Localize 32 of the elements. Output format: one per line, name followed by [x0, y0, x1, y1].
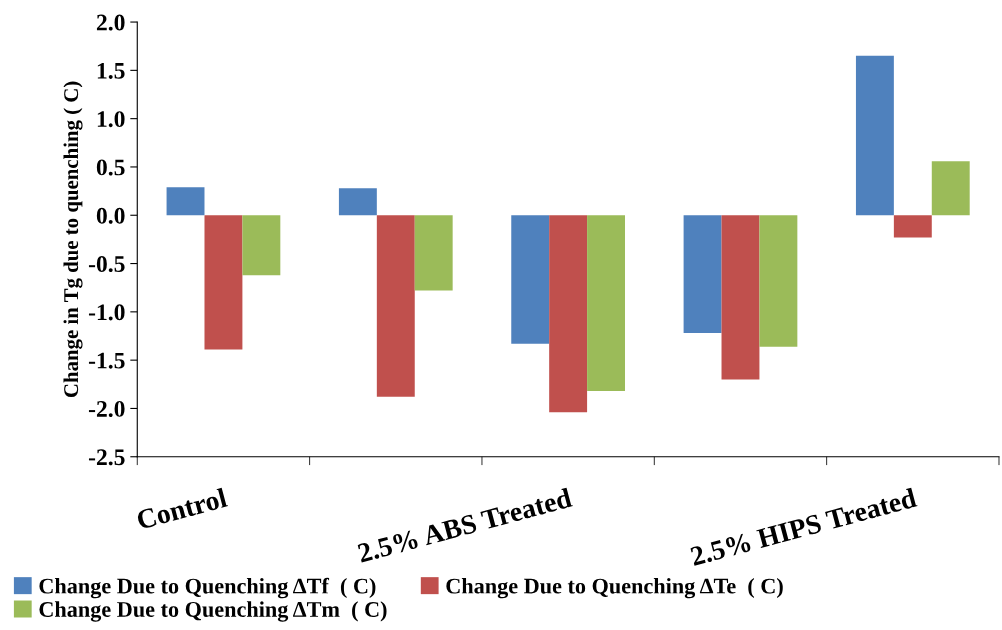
y-tick-label: -2.0	[88, 400, 125, 417]
legend-label: Change Due to Quenching ΔTm ( C)	[39, 601, 387, 622]
y-tick-label: -2.5	[88, 449, 125, 466]
y-tick-label: -1.5	[88, 352, 125, 369]
bar	[549, 215, 588, 413]
legend-label: Change Due to Quenching ΔTe ( C)	[446, 577, 783, 599]
y-tick-label: -0.5	[88, 256, 125, 273]
bar	[242, 215, 281, 276]
y-tick-label: 2.0	[96, 14, 125, 31]
x-tick-label: 2.5% ABS Treated	[356, 487, 573, 563]
y-tick-label: 1.5	[97, 62, 125, 79]
bar	[204, 215, 243, 350]
bar	[376, 215, 415, 397]
x-tick-label: Control	[135, 487, 229, 530]
bar	[893, 215, 932, 238]
bar	[721, 215, 760, 380]
x-tick-label: 2.5% HIPS Treated	[689, 487, 918, 567]
y-tick-label: 0.5	[96, 159, 125, 176]
bar	[511, 215, 550, 344]
bar	[759, 215, 798, 347]
bar	[855, 55, 894, 216]
bar	[166, 187, 205, 216]
bar	[683, 215, 722, 334]
bar	[587, 215, 626, 392]
y-tick-label: -1.0	[88, 304, 125, 321]
y-axis-title: Change in Tg due to quenching ( C)	[63, 81, 83, 398]
y-tick-label: 1.0	[97, 111, 125, 128]
y-tick-label: 0.0	[96, 207, 125, 224]
bar	[414, 215, 453, 291]
legend-label: Change Due to Quenching ΔTf ( C)	[39, 577, 376, 599]
bar	[931, 161, 970, 216]
bar	[338, 188, 377, 216]
